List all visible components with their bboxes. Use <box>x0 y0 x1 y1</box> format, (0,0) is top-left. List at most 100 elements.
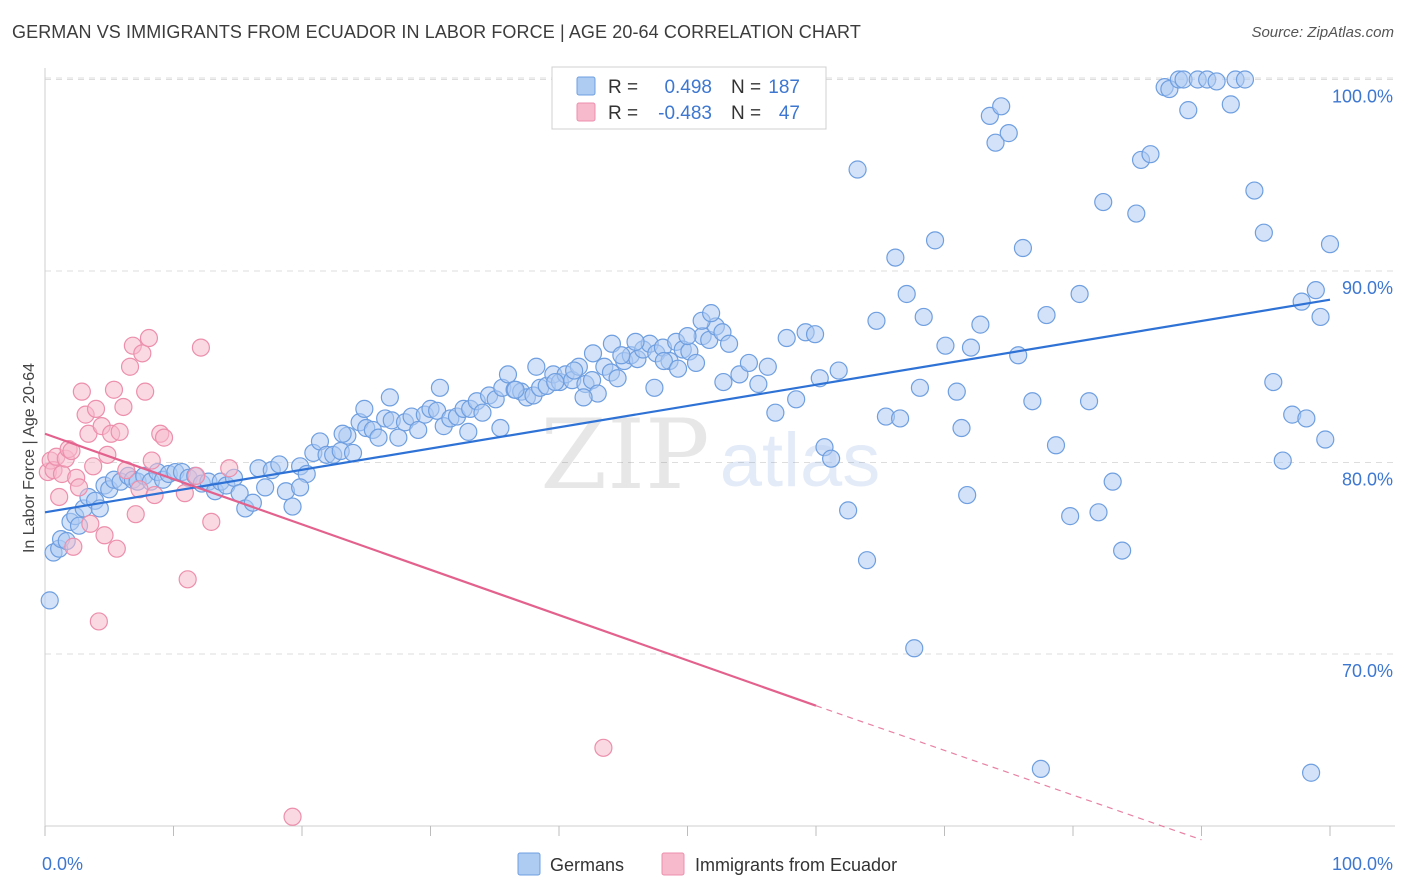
germans-point <box>355 399 374 418</box>
germans-point <box>999 124 1018 143</box>
germans-point <box>1221 95 1240 114</box>
germans-point <box>1245 181 1264 200</box>
germans-point <box>1316 430 1335 449</box>
ecuador-point <box>50 487 69 507</box>
germans-point <box>971 315 990 334</box>
germans-point <box>645 378 664 397</box>
germans-point <box>1031 759 1050 779</box>
ecuador-point <box>89 612 108 631</box>
y-tick-label: 100.0% <box>1332 87 1393 107</box>
ecuador-point <box>126 505 145 524</box>
germans-point <box>1264 372 1283 392</box>
ecuador-point <box>133 344 152 363</box>
germans-point <box>668 359 688 378</box>
chart-title: GERMAN VS IMMIGRANTS FROM ECUADOR IN LAB… <box>12 22 861 42</box>
watermark: ZIP atlas <box>540 399 880 511</box>
legend-r-label-2: R = <box>608 103 638 124</box>
germans-point <box>686 353 706 373</box>
legend-n-value-1: 187 <box>768 77 800 98</box>
source-label: Source: ZipAtlas.com <box>1251 24 1394 41</box>
germans-point <box>848 160 867 179</box>
germans-point <box>958 485 977 505</box>
ecuador-trend-line-extension <box>815 705 1202 841</box>
ecuador-point <box>84 457 103 476</box>
germans-point <box>1297 409 1316 428</box>
germans-point <box>905 639 924 658</box>
grid-lines <box>45 77 1395 655</box>
germans-point <box>1320 235 1340 254</box>
germans-point <box>546 372 565 392</box>
ecuador-point <box>72 382 91 401</box>
germans-point <box>867 311 886 330</box>
germans-point <box>1141 145 1160 164</box>
germans-point <box>380 388 399 407</box>
germans-point <box>1023 392 1042 411</box>
germans-point <box>270 455 289 474</box>
x-tick-label: 100.0% <box>1332 854 1393 874</box>
germans-point <box>1089 503 1108 522</box>
germans-point <box>678 327 697 346</box>
legend-r-label-1: R = <box>608 77 638 98</box>
trend-lines <box>44 298 1331 841</box>
y-tick-labels: 70.0% 80.0% 90.0% 100.0% <box>1332 87 1393 682</box>
germans-point <box>1127 204 1146 223</box>
ecuador-point <box>110 422 129 441</box>
germans-point <box>897 284 916 304</box>
germans-point <box>283 497 302 516</box>
series-legend-ecuador: Immigrants from Ecuador <box>695 855 897 875</box>
germans-point <box>1037 305 1056 325</box>
germans-point <box>583 344 603 363</box>
germans-point <box>890 409 910 428</box>
germans-point <box>527 357 546 376</box>
ecuador-points <box>38 328 613 826</box>
ecuador-point <box>191 338 211 357</box>
series-legend-swatch-germans <box>517 852 541 876</box>
germans-point <box>719 334 739 353</box>
legend-r-value-2: -0.483 <box>658 103 712 124</box>
germans-point <box>702 304 721 323</box>
x-tick-label: 0.0% <box>42 854 83 874</box>
germans-point <box>1306 281 1325 300</box>
ecuador-point <box>220 459 239 478</box>
legend-r-value-1: 0.498 <box>664 77 712 98</box>
germans-point <box>1046 436 1066 455</box>
legend-swatch-ecuador <box>576 102 596 122</box>
germans-point <box>1179 101 1198 120</box>
germans-point <box>343 443 363 463</box>
germans-point <box>758 357 777 376</box>
germans-point <box>1273 451 1292 470</box>
germans-point <box>1061 507 1080 526</box>
y-tick-label: 70.0% <box>1342 661 1393 681</box>
germans-point <box>839 501 858 520</box>
germans-point <box>1302 763 1321 782</box>
germans-point <box>333 424 352 443</box>
axes <box>44 68 1395 836</box>
ecuador-point <box>136 382 155 401</box>
germans-point <box>1079 392 1099 411</box>
germans-point <box>936 336 955 355</box>
ecuador-point <box>283 807 302 826</box>
germans-point <box>857 551 877 570</box>
germans-point <box>805 325 825 344</box>
germans-point <box>925 231 945 250</box>
y-tick-label: 80.0% <box>1342 470 1393 490</box>
legend-swatch-germans <box>576 76 596 96</box>
ecuador-point <box>95 526 114 545</box>
ecuador-point <box>64 537 83 556</box>
ecuador-point <box>202 512 221 531</box>
watermark-atlas: atlas <box>720 418 881 503</box>
germans-point <box>1113 541 1132 560</box>
ecuador-trend-line <box>44 432 817 707</box>
germans-point <box>389 428 408 447</box>
germans-trend-line <box>44 298 1331 514</box>
germans-point <box>986 133 1005 152</box>
germans-point <box>947 382 966 401</box>
y-axis-label: In Labor Force | Age 20-64 <box>21 363 38 553</box>
ecuador-point <box>187 466 206 486</box>
germans-point <box>1094 192 1113 212</box>
x-tick-labels: 0.0% 100.0% <box>42 854 1393 874</box>
germans-point <box>491 418 510 438</box>
series-legend-swatch-ecuador <box>661 852 685 876</box>
germans-point <box>1311 307 1330 327</box>
germans-point <box>369 428 388 447</box>
